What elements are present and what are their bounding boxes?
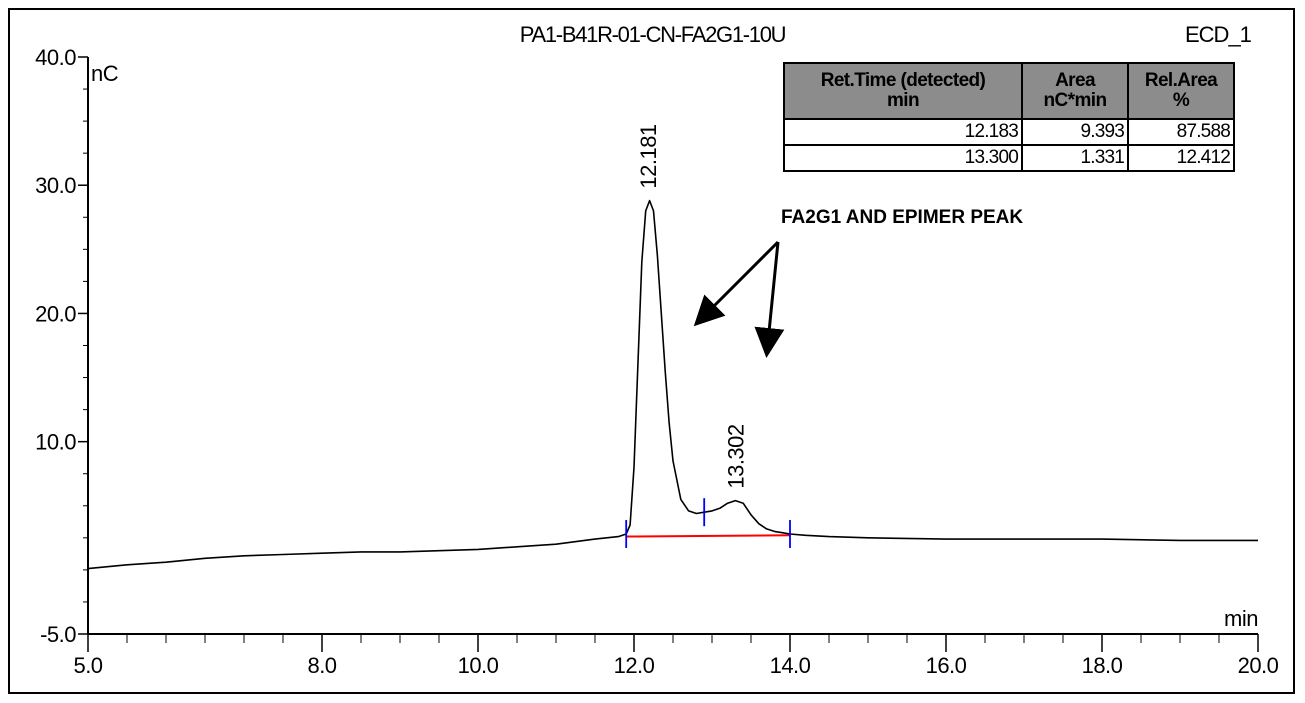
header-area-line1: Area <box>1055 70 1095 91</box>
cell-area: 9.393 <box>1021 118 1129 146</box>
x-tick-label: 10.0 <box>458 653 499 678</box>
peak-label: 13.302 <box>724 424 749 489</box>
peak-annotation: FA2G1 AND EPIMER PEAK <box>781 207 1024 228</box>
header-rel-area-line2: % <box>1172 90 1190 111</box>
y-tick-label: 30.0 <box>35 173 76 198</box>
results-row: 13.300 1.331 12.412 <box>783 144 1235 172</box>
channel-label: ECD_1 <box>1185 22 1252 47</box>
cell-area: 1.331 <box>1021 144 1129 172</box>
chart-title: PA1-B41R-01-CN-FA2G1-10U <box>519 22 787 47</box>
results-header-row: Ret.Time (detected) min Area nC*min Rel.… <box>783 62 1235 120</box>
results-row: 12.183 9.393 87.588 <box>783 118 1235 146</box>
y-tick-label: -5.0 <box>40 622 76 647</box>
x-tick-label: 14.0 <box>770 653 811 678</box>
results-table: Ret.Time (detected) min Area nC*min Rel.… <box>783 62 1235 172</box>
y-tick-label: 20.0 <box>35 301 76 326</box>
y-tick-label: 10.0 <box>35 430 76 455</box>
cell-ret-time: 13.300 <box>783 144 1023 172</box>
cell-rel-area: 87.588 <box>1127 118 1235 146</box>
y-tick-label: 40.0 <box>35 45 76 70</box>
x-tick-label: 12.0 <box>614 653 655 678</box>
header-area-line2: nC*min <box>1043 90 1108 111</box>
series-line <box>87 199 1258 570</box>
header-rel-area-line1: Rel.Area <box>1144 70 1218 91</box>
chart-frame <box>8 8 1295 694</box>
annotation-arrow-right <box>754 241 785 358</box>
cell-rel-area: 12.412 <box>1127 144 1235 172</box>
y-axis-label: nC <box>91 61 119 86</box>
annotation-arrow-left <box>693 240 780 327</box>
cell-ret-time: 12.183 <box>783 118 1023 146</box>
x-axis-label: min <box>1224 606 1258 631</box>
x-tick-label: 16.0 <box>926 653 967 678</box>
integration-baseline <box>626 534 791 538</box>
header-rel-area: Rel.Area % <box>1127 62 1235 120</box>
x-tick-label: 5.0 <box>73 653 102 678</box>
header-ret-time: Ret.Time (detected) min <box>783 62 1023 120</box>
header-area: Area nC*min <box>1021 62 1129 120</box>
x-tick-label: 18.0 <box>1082 653 1123 678</box>
header-ret-time-line2: min <box>887 90 920 111</box>
x-tick-label: 20.0 <box>1238 653 1279 678</box>
header-ret-time-line1: Ret.Time (detected) <box>820 70 986 91</box>
peak-label: 12.181 <box>636 124 661 189</box>
x-tick-label: 8.0 <box>307 653 336 678</box>
